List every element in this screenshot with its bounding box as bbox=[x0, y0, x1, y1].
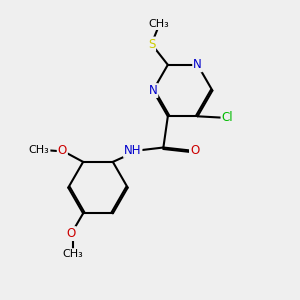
Text: O: O bbox=[58, 143, 67, 157]
Text: CH₃: CH₃ bbox=[148, 19, 169, 29]
Text: Cl: Cl bbox=[221, 111, 233, 124]
Text: CH₃: CH₃ bbox=[62, 249, 83, 259]
Text: N: N bbox=[193, 58, 202, 71]
Text: N: N bbox=[148, 84, 157, 97]
Text: O: O bbox=[67, 227, 76, 240]
Text: O: O bbox=[190, 144, 199, 157]
Text: S: S bbox=[148, 38, 155, 50]
Text: NH: NH bbox=[124, 144, 142, 157]
Text: CH₃: CH₃ bbox=[29, 145, 50, 155]
